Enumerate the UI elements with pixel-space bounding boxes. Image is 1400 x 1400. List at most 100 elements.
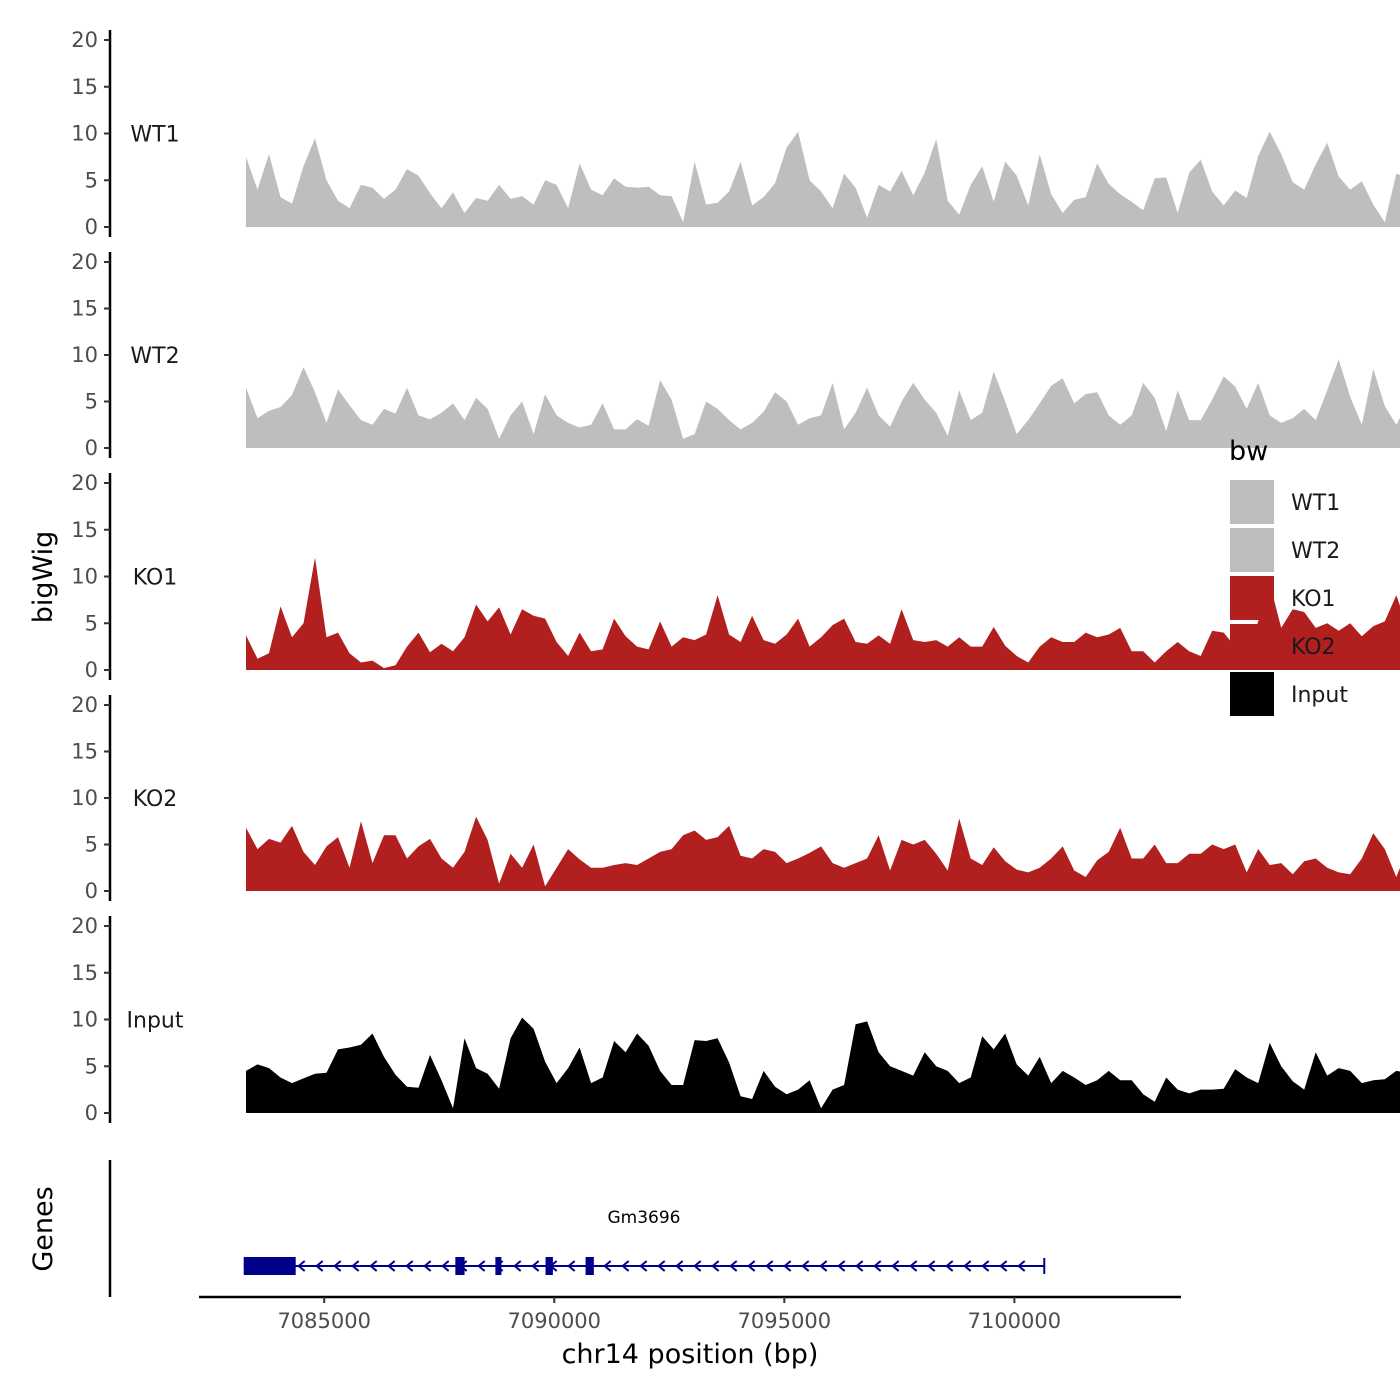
strand-arrow <box>657 1260 666 1272</box>
legend-title: bw <box>1229 436 1268 467</box>
strand-arrow <box>567 1260 576 1272</box>
strand-arrow <box>873 1260 882 1272</box>
signal-area-ko1 <box>246 557 1400 670</box>
strand-arrow <box>837 1260 846 1272</box>
strand-arrow <box>765 1260 774 1272</box>
legend-label: KO1 <box>1291 587 1336 612</box>
y-tick-label: 15 <box>71 297 98 321</box>
strand-arrow <box>441 1260 450 1272</box>
gene-exon <box>545 1257 553 1275</box>
strand-arrow <box>333 1260 342 1272</box>
y-tick-label: 15 <box>71 75 98 99</box>
strand-arrow <box>783 1260 792 1272</box>
track-input: 0 5 10 15 20 Input <box>71 914 1400 1125</box>
strand-arrow <box>855 1260 864 1272</box>
gene-exon <box>455 1257 465 1275</box>
signal-area-input <box>246 1017 1400 1113</box>
strand-arrow <box>405 1260 414 1272</box>
strand-arrow <box>801 1260 810 1272</box>
strand-arrow <box>909 1260 918 1272</box>
y-tick-label: 5 <box>85 833 98 857</box>
legend-swatch-input <box>1230 672 1274 716</box>
y-tick-label: 20 <box>71 471 98 495</box>
legend: bw WT1 WT2 KO1 KO2 Input <box>1229 436 1348 716</box>
track-label: WT2 <box>130 344 179 369</box>
y-tick-label: 0 <box>85 658 98 682</box>
strand-arrow <box>351 1260 360 1272</box>
legend-swatch-ko2 <box>1230 624 1274 668</box>
strand-arrow <box>675 1260 684 1272</box>
y-tick-label: 10 <box>71 786 98 810</box>
y-tick-label: 10 <box>71 565 98 589</box>
x-axis-title: chr14 position (bp) <box>562 1339 819 1370</box>
legend-label: WT1 <box>1291 491 1340 516</box>
strand-arrow <box>531 1260 540 1272</box>
gene-exon <box>243 1257 296 1275</box>
strand-arrow <box>603 1260 612 1272</box>
strand-arrow <box>477 1260 486 1272</box>
y-tick-label: 20 <box>71 693 98 717</box>
y-tick-label: 10 <box>71 122 98 146</box>
track-label: WT1 <box>130 123 179 148</box>
strand-arrow <box>819 1260 828 1272</box>
strand-arrow <box>945 1260 954 1272</box>
strand-arrow <box>747 1260 756 1272</box>
strand-arrow <box>297 1260 306 1272</box>
gene-exon <box>495 1257 502 1275</box>
y-tick-label: 5 <box>85 168 98 192</box>
strand-arrow <box>963 1260 972 1272</box>
track-label: KO2 <box>133 787 178 812</box>
strand-arrow <box>639 1260 648 1272</box>
y-tick-label: 15 <box>71 740 98 764</box>
signal-area-wt2 <box>246 359 1400 448</box>
y-tick-label: 0 <box>85 215 98 239</box>
y-tick-label: 20 <box>71 28 98 52</box>
legend-swatch-wt1 <box>1230 480 1274 524</box>
x-tick-label: 7085000 <box>277 1309 371 1333</box>
strand-arrow <box>999 1260 1008 1272</box>
y-axis-title: bigWig <box>28 531 59 624</box>
legend-label: WT2 <box>1291 539 1340 564</box>
strand-arrow <box>729 1260 738 1272</box>
x-axis: 7085000 7090000 7095000 7100000 <box>199 1295 1181 1333</box>
strand-arrow <box>513 1260 522 1272</box>
track-ko1: 0 5 10 15 20 KO1 <box>71 471 1400 682</box>
signal-tracks: 0 5 10 15 20 WT1 0 5 10 15 20 WT2 0 5 10 15 20 KO1 0 5 10 15 2… <box>71 28 1400 1125</box>
legend-swatch-ko1 <box>1230 576 1274 620</box>
y-tick-label: 15 <box>71 518 98 542</box>
strand-arrow <box>423 1260 432 1272</box>
y-tick-label: 10 <box>71 343 98 367</box>
signal-area-ko2 <box>246 816 1400 891</box>
y-tick-label: 5 <box>85 1054 98 1078</box>
track-wt1: 0 5 10 15 20 WT1 <box>71 28 1400 239</box>
x-tick-label: 7090000 <box>508 1309 602 1333</box>
gene-exon <box>585 1257 594 1275</box>
y-tick-label: 15 <box>71 961 98 985</box>
gene-track: Gm3696 <box>108 1160 1046 1297</box>
y-tick-label: 0 <box>85 1101 98 1125</box>
y-tick-label: 0 <box>85 436 98 460</box>
strand-arrow <box>369 1260 378 1272</box>
y-tick-label: 5 <box>85 390 98 414</box>
genes-track-title: Genes <box>28 1186 59 1271</box>
strand-arrow <box>927 1260 936 1272</box>
track-label: KO1 <box>133 566 178 591</box>
y-tick-label: 0 <box>85 879 98 903</box>
x-tick-label: 7095000 <box>738 1309 832 1333</box>
track-label: Input <box>127 1009 184 1034</box>
legend-swatch-wt2 <box>1230 528 1274 572</box>
signal-area-wt1 <box>246 131 1400 227</box>
gene-name-label: Gm3696 <box>607 1208 680 1228</box>
strand-arrow <box>621 1260 630 1272</box>
y-tick-label: 10 <box>71 1008 98 1032</box>
strand-arrow <box>711 1260 720 1272</box>
track-wt2: 0 5 10 15 20 WT2 <box>71 250 1400 460</box>
strand-arrow <box>693 1260 702 1272</box>
strand-arrow <box>1017 1260 1026 1272</box>
strand-arrow <box>387 1260 396 1272</box>
track-ko2: 0 5 10 15 20 KO2 <box>71 693 1400 903</box>
legend-label: KO2 <box>1291 635 1336 660</box>
strand-arrow <box>891 1260 900 1272</box>
